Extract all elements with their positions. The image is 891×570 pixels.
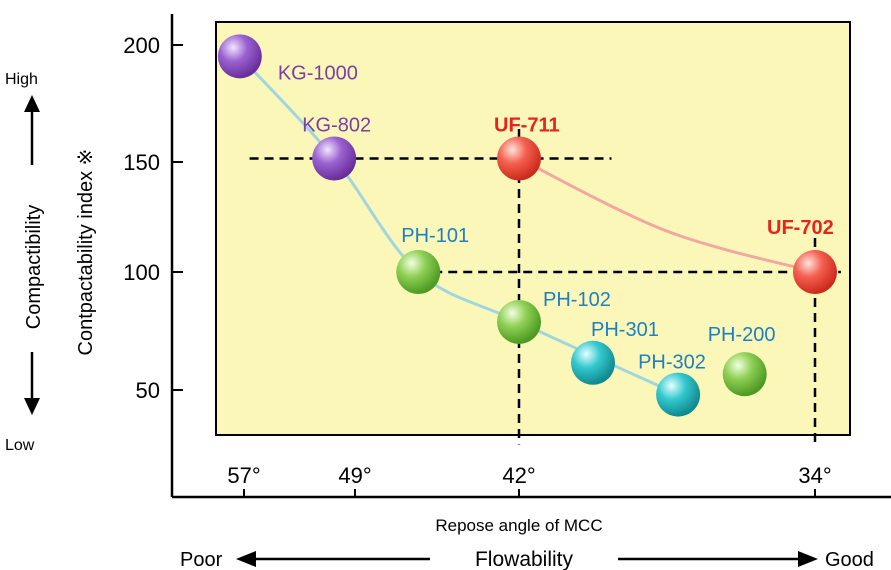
point-label: PH-200 bbox=[708, 324, 776, 346]
point-label: KG-802 bbox=[302, 115, 371, 137]
x-tick-labels: 57° 49° 42° 34° bbox=[227, 463, 831, 488]
point-label: KG-1000 bbox=[278, 62, 358, 84]
data-point bbox=[497, 299, 541, 344]
point-label: PH-302 bbox=[638, 352, 706, 374]
point-label: PH-102 bbox=[543, 289, 611, 311]
flowability-indicator: Poor Flowability Good bbox=[180, 548, 874, 570]
data-point bbox=[217, 34, 262, 79]
y-tick-label: 100 bbox=[123, 260, 160, 285]
data-point bbox=[571, 340, 615, 385]
data-point bbox=[312, 136, 357, 181]
x-tick-label: 34° bbox=[798, 463, 831, 488]
arrow-right-icon bbox=[798, 551, 818, 567]
flowability-label: Flowability bbox=[475, 548, 574, 570]
y-axis-title: Contpactability index ※ bbox=[75, 149, 97, 356]
flowability-poor-label: Poor bbox=[180, 549, 223, 570]
x-axis-ticks bbox=[243, 489, 816, 497]
point-label: PH-101 bbox=[401, 225, 469, 247]
x-axis-title: Repose angle of MCC bbox=[435, 516, 602, 535]
y-tick-labels: 200 150 100 50 bbox=[123, 33, 160, 403]
x-tick-label: 49° bbox=[338, 463, 371, 488]
trend-curve bbox=[518, 157, 816, 274]
x-tick-label: 57° bbox=[227, 463, 260, 488]
data-point bbox=[396, 250, 441, 294]
data-point bbox=[656, 372, 701, 417]
compactibility-low-label: Low bbox=[5, 437, 35, 454]
point-label: UF-702 bbox=[767, 217, 834, 239]
compactibility-label: Compactibility bbox=[23, 205, 45, 329]
data-points bbox=[217, 34, 837, 417]
compactibility-high-label: High bbox=[5, 71, 38, 88]
flowability-good-label: Good bbox=[825, 549, 874, 570]
x-tick-label: 42° bbox=[502, 463, 535, 488]
point-label: PH-301 bbox=[591, 319, 659, 341]
y-tick-label: 200 bbox=[123, 33, 160, 58]
point-label: UF-711 bbox=[494, 115, 560, 137]
data-point bbox=[793, 250, 837, 294]
data-point bbox=[722, 352, 767, 397]
y-axis-ticks bbox=[172, 44, 183, 391]
data-point bbox=[497, 136, 541, 181]
compactibility-indicator: High Compactibility Low bbox=[5, 71, 45, 454]
y-tick-label: 150 bbox=[123, 150, 160, 175]
arrow-left-icon bbox=[236, 551, 256, 567]
arrow-down-icon bbox=[24, 398, 40, 415]
point-labels: KG-1000 KG-802 UF-711 PH-101 PH-102 PH-301 PH-… bbox=[278, 62, 834, 373]
arrow-up-icon bbox=[24, 95, 40, 112]
y-tick-label: 50 bbox=[136, 378, 160, 403]
